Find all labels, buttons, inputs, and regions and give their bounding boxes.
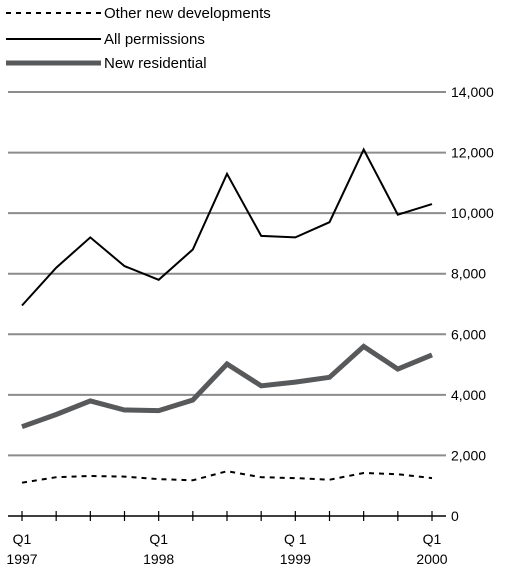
x-tick-label-quarter: Q1 <box>423 531 442 547</box>
x-tick-label-year: 1999 <box>280 551 311 567</box>
x-tick-label-year: 1998 <box>143 551 174 567</box>
y-tick-label: 0 <box>451 508 459 524</box>
series-lines <box>21 147 433 484</box>
legend: Other new developments All permissions New… <box>6 5 271 72</box>
series-line-new-residential <box>21 343 433 430</box>
y-tick-label: 4,000 <box>451 387 486 403</box>
series-line-all-permissions <box>21 147 433 307</box>
x-tick-label-year: 1997 <box>6 551 37 567</box>
y-tick-label: 2,000 <box>451 447 486 463</box>
x-tick-label-year: 2000 <box>416 551 447 567</box>
y-tick-label: 12,000 <box>451 145 494 161</box>
legend-label: Other new developments <box>104 5 271 22</box>
y-tick-label: 8,000 <box>451 266 486 282</box>
y-tick-label: 14,000 <box>451 84 494 100</box>
legend-label: New residential <box>104 55 207 72</box>
series-line-other-new-developments <box>21 470 433 484</box>
x-tick-label-quarter: Q 1 <box>284 531 307 547</box>
x-axis-ticks: Q1 1997 Q1 1998 Q 1 1999 Q1 2000 <box>6 531 447 567</box>
y-axis-ticks: 0 2,000 4,000 6,000 8,000 10,000 12,000 14,000 <box>451 84 494 524</box>
gridlines <box>8 91 446 457</box>
x-tick-label-quarter: Q1 <box>13 531 32 547</box>
x-tick-label-quarter: Q1 <box>149 531 168 547</box>
x-axis <box>8 511 446 521</box>
y-tick-label: 10,000 <box>451 205 494 221</box>
legend-label: All permissions <box>104 31 205 48</box>
y-tick-label: 6,000 <box>451 326 486 342</box>
